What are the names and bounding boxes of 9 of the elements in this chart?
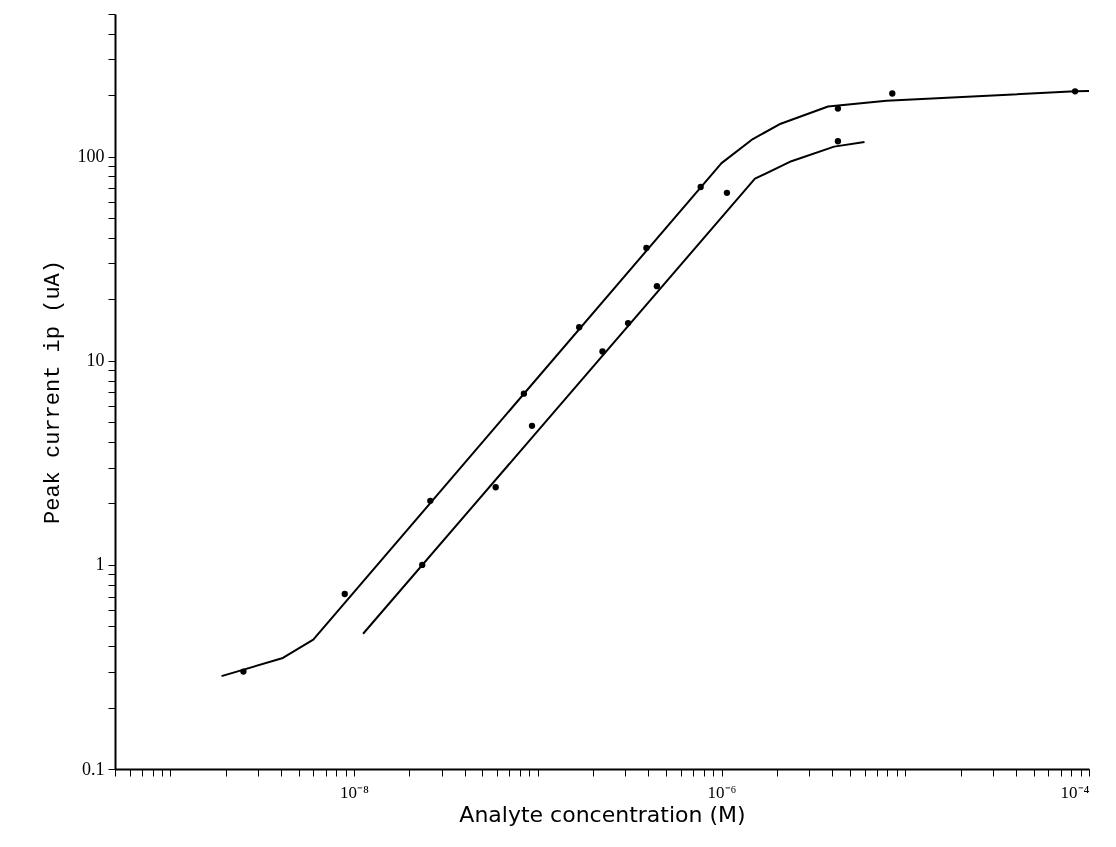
x-tick-label: 10⁻⁴ bbox=[1060, 782, 1090, 802]
x-tick-label: 10⁻⁶ bbox=[707, 782, 737, 802]
x-tick-label: 10⁻⁸ bbox=[340, 782, 370, 802]
y-axis-title: Peak current ip (uA) bbox=[40, 259, 66, 525]
y-tick-label: 0.1 bbox=[82, 758, 105, 779]
y-tick-label: 100 bbox=[77, 146, 105, 167]
y-tick-label: 10 bbox=[86, 350, 105, 371]
y-tick-label: 1 bbox=[95, 554, 105, 575]
x-axis-title: Analyte concentration (M) bbox=[459, 801, 746, 827]
